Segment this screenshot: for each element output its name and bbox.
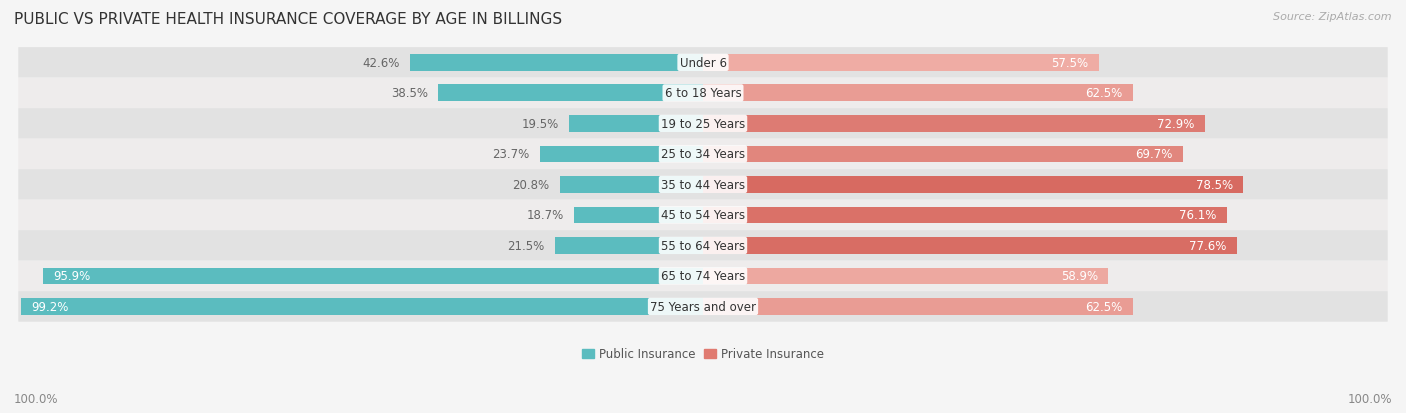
Text: 35 to 44 Years: 35 to 44 Years [661, 178, 745, 192]
Bar [703, 177, 1243, 193]
FancyBboxPatch shape [18, 109, 1388, 139]
Bar [21, 298, 703, 315]
Text: 62.5%: 62.5% [1085, 300, 1122, 313]
Text: 20.8%: 20.8% [512, 178, 550, 192]
Text: 75 Years and over: 75 Years and over [650, 300, 756, 313]
Text: 6 to 18 Years: 6 to 18 Years [665, 87, 741, 100]
Text: 23.7%: 23.7% [492, 148, 530, 161]
Text: 21.5%: 21.5% [508, 240, 544, 252]
FancyBboxPatch shape [18, 200, 1388, 230]
Text: 72.9%: 72.9% [1157, 118, 1194, 131]
Bar [411, 55, 703, 71]
Bar [540, 146, 703, 163]
Text: Source: ZipAtlas.com: Source: ZipAtlas.com [1274, 12, 1392, 22]
Text: 100.0%: 100.0% [14, 392, 59, 405]
Text: PUBLIC VS PRIVATE HEALTH INSURANCE COVERAGE BY AGE IN BILLINGS: PUBLIC VS PRIVATE HEALTH INSURANCE COVER… [14, 12, 562, 27]
Text: 100.0%: 100.0% [1347, 392, 1392, 405]
FancyBboxPatch shape [18, 170, 1388, 200]
Bar [439, 85, 703, 102]
Bar [560, 177, 703, 193]
Text: 25 to 34 Years: 25 to 34 Years [661, 148, 745, 161]
Bar [703, 85, 1133, 102]
Bar [44, 268, 703, 285]
FancyBboxPatch shape [18, 230, 1388, 261]
Text: 69.7%: 69.7% [1135, 148, 1173, 161]
Text: 76.1%: 76.1% [1178, 209, 1216, 222]
Bar [703, 268, 1108, 285]
FancyBboxPatch shape [18, 292, 1388, 322]
Text: 95.9%: 95.9% [53, 270, 91, 283]
Text: Under 6: Under 6 [679, 57, 727, 70]
FancyBboxPatch shape [18, 261, 1388, 292]
Text: 19.5%: 19.5% [522, 118, 558, 131]
Text: 58.9%: 58.9% [1060, 270, 1098, 283]
Bar [574, 207, 703, 224]
Bar [703, 146, 1182, 163]
FancyBboxPatch shape [18, 139, 1388, 170]
Text: 65 to 74 Years: 65 to 74 Years [661, 270, 745, 283]
Text: 78.5%: 78.5% [1195, 178, 1233, 192]
FancyBboxPatch shape [18, 78, 1388, 109]
Legend: Public Insurance, Private Insurance: Public Insurance, Private Insurance [578, 343, 828, 366]
Text: 55 to 64 Years: 55 to 64 Years [661, 240, 745, 252]
Text: 45 to 54 Years: 45 to 54 Years [661, 209, 745, 222]
Text: 18.7%: 18.7% [527, 209, 564, 222]
Bar [703, 116, 1205, 133]
Text: 57.5%: 57.5% [1052, 57, 1088, 70]
Bar [703, 55, 1098, 71]
FancyBboxPatch shape [18, 48, 1388, 78]
Bar [703, 237, 1237, 254]
Text: 19 to 25 Years: 19 to 25 Years [661, 118, 745, 131]
Text: 99.2%: 99.2% [31, 300, 69, 313]
Text: 38.5%: 38.5% [391, 87, 427, 100]
Bar [703, 298, 1133, 315]
Bar [569, 116, 703, 133]
Text: 62.5%: 62.5% [1085, 87, 1122, 100]
Bar [555, 237, 703, 254]
Text: 42.6%: 42.6% [363, 57, 399, 70]
Text: 77.6%: 77.6% [1189, 240, 1226, 252]
Bar [703, 207, 1226, 224]
